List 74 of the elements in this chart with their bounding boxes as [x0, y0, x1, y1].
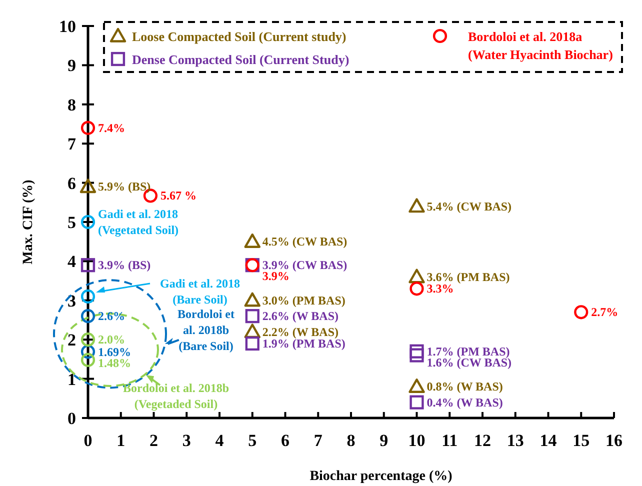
x-tick-label: 4 — [215, 431, 224, 450]
point — [245, 336, 260, 351]
y-tick-label: 7 — [68, 134, 76, 154]
y-tick-label: 8 — [68, 95, 76, 114]
point — [80, 178, 96, 194]
x-tick-label: 12 — [474, 431, 491, 450]
point — [408, 268, 425, 284]
x-tick-label: 8 — [346, 431, 356, 450]
point — [410, 395, 424, 410]
point — [80, 309, 96, 324]
data-label: 2.0% — [98, 332, 125, 347]
x-tick-label: 0 — [84, 431, 92, 450]
data-label: 2.6% (W BAS) — [262, 309, 338, 324]
data-label: 2.7% — [591, 305, 618, 320]
point — [408, 198, 425, 213]
data-label: 3.6% (PM BAS) — [426, 270, 510, 284]
point — [80, 332, 96, 347]
point — [245, 309, 260, 324]
y-tick-label: 1 — [68, 370, 76, 389]
y-tick-label: 10 — [59, 17, 76, 36]
point — [410, 348, 424, 362]
series-label: Gadi et al. 2018 (Vegetated Soil) — [98, 207, 179, 237]
data-label: 1.9% (PM BAS) — [262, 336, 346, 351]
legend-label: Gadi et al. 2018 (Bare Soil) — [160, 276, 240, 306]
data-label: 0.8% (W BAS) — [426, 380, 503, 394]
data-label: 5.4% (CW BAS) — [426, 199, 512, 214]
x-axis-title: Biochar percentage (%) — [310, 469, 453, 484]
point — [244, 324, 260, 338]
x-tick-label: 10 — [408, 431, 426, 450]
x-tick-label: 16 — [606, 431, 622, 450]
point — [80, 352, 96, 368]
data-label: 3.3% — [426, 282, 454, 296]
x-tick-label: 6 — [281, 431, 290, 450]
data-label: 3.0% (PM BAS) — [262, 293, 346, 308]
x-tick-label: 5 — [248, 431, 257, 450]
y-axis-title: Max. CIF (%) — [21, 179, 36, 264]
data-label: 7.4% — [98, 120, 125, 135]
point — [574, 305, 588, 320]
y-tick-label: 4 — [68, 252, 76, 272]
data-label: 4.5% (CW BAS) — [262, 234, 348, 249]
x-tick-label: 14 — [540, 431, 558, 450]
point — [244, 234, 260, 248]
point — [80, 214, 96, 230]
point — [408, 378, 425, 393]
point — [244, 292, 260, 307]
legend-label: Bordoloi et al. 2018a (Water Hyacinth Biochar) — [468, 29, 613, 62]
y-tick-label: 9 — [68, 56, 76, 76]
point — [410, 282, 424, 296]
legend-label: Loose Compacted Soil (Current study) — [132, 29, 346, 44]
data-label: 5.67 % — [160, 188, 196, 203]
x-tick-label: 15 — [572, 431, 590, 450]
legend-label: Dense Compacted Soil (Current Study) — [132, 52, 350, 67]
x-tick-label: 11 — [442, 431, 458, 450]
x-tick-label: 2 — [150, 431, 158, 450]
x-tick-label: 13 — [506, 431, 524, 450]
y-tick-label: 5 — [68, 213, 76, 232]
data-label: 2.2% (W BAS) — [262, 324, 338, 339]
point — [80, 258, 96, 272]
text: Bordoloi et al. 2018b (Bare Soil) — [178, 306, 234, 353]
text: Bordoloi et al. 2018b (Vegetaded Soil) — [122, 380, 230, 411]
x-tick-label: 1 — [116, 431, 126, 450]
data-label: 5.9% (BS) — [98, 180, 151, 194]
point — [80, 120, 96, 135]
x-tick-label: 7 — [314, 431, 323, 450]
y-tick-label: 0 — [68, 409, 76, 428]
y-tick-label: 6 — [68, 174, 76, 193]
x-tick-label: 3 — [182, 431, 191, 450]
point — [410, 344, 424, 358]
point — [80, 289, 96, 304]
x-tick-label: 9 — [380, 431, 388, 450]
data-label: 3.9% (BS) — [98, 258, 151, 272]
data-label: 0.4% (W BAS) — [426, 395, 503, 410]
y-tick-label: 2 — [68, 330, 76, 350]
point — [80, 344, 96, 359]
